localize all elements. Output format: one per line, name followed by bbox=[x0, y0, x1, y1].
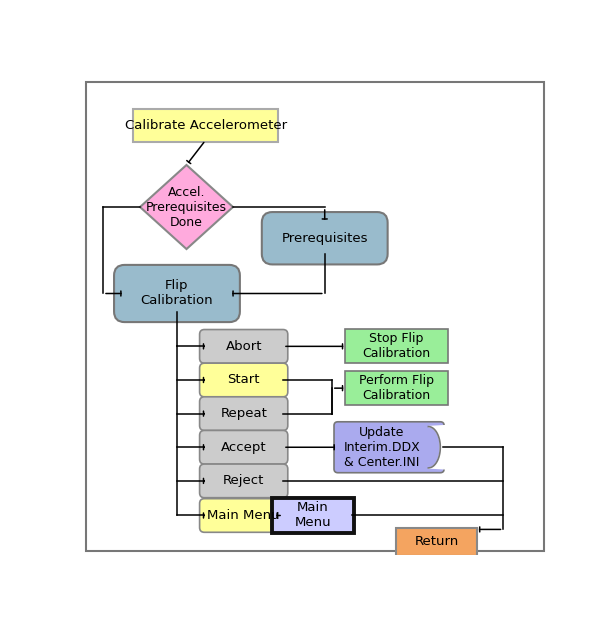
Text: Abort: Abort bbox=[226, 340, 262, 353]
Text: Stop Flip
Calibration: Stop Flip Calibration bbox=[362, 333, 430, 360]
FancyBboxPatch shape bbox=[396, 528, 477, 556]
FancyBboxPatch shape bbox=[200, 431, 288, 464]
FancyBboxPatch shape bbox=[345, 371, 448, 405]
FancyBboxPatch shape bbox=[86, 82, 544, 550]
FancyBboxPatch shape bbox=[262, 212, 387, 265]
Text: Return: Return bbox=[415, 535, 459, 548]
Polygon shape bbox=[429, 426, 445, 469]
FancyBboxPatch shape bbox=[200, 329, 288, 363]
FancyBboxPatch shape bbox=[200, 499, 288, 532]
Text: Main
Menu: Main Menu bbox=[295, 502, 331, 530]
Polygon shape bbox=[140, 165, 233, 249]
Text: Accept: Accept bbox=[221, 441, 266, 454]
Text: Flip
Calibration: Flip Calibration bbox=[141, 280, 213, 308]
Text: Prerequisites: Prerequisites bbox=[282, 232, 368, 245]
Text: Perform Flip
Calibration: Perform Flip Calibration bbox=[359, 374, 434, 402]
FancyBboxPatch shape bbox=[133, 109, 279, 142]
FancyBboxPatch shape bbox=[200, 397, 288, 431]
Text: Reject: Reject bbox=[223, 474, 264, 487]
Text: Calibrate Accelerometer: Calibrate Accelerometer bbox=[124, 119, 287, 132]
FancyBboxPatch shape bbox=[345, 329, 448, 363]
Text: Start: Start bbox=[228, 374, 260, 386]
Text: Repeat: Repeat bbox=[220, 407, 267, 420]
FancyBboxPatch shape bbox=[334, 422, 444, 473]
Text: Update
Interim.DDX
& Center.INI: Update Interim.DDX & Center.INI bbox=[344, 426, 420, 469]
FancyBboxPatch shape bbox=[272, 499, 354, 532]
FancyBboxPatch shape bbox=[114, 265, 240, 322]
FancyBboxPatch shape bbox=[200, 464, 288, 498]
Text: Main Menu: Main Menu bbox=[207, 509, 280, 522]
Text: Accel.
Prerequisites
Done: Accel. Prerequisites Done bbox=[146, 185, 227, 228]
FancyBboxPatch shape bbox=[200, 363, 288, 397]
